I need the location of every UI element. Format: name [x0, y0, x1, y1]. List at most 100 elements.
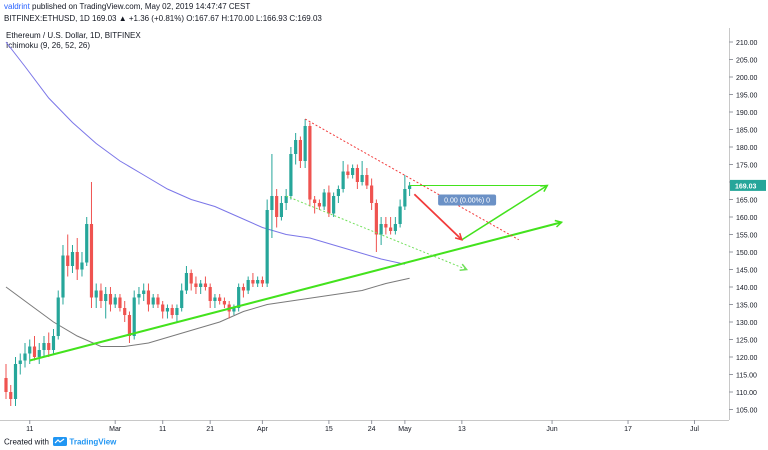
candle-body — [108, 294, 113, 305]
x-tick-label: 15 — [325, 426, 333, 433]
candle-body — [213, 297, 217, 301]
y-tick-label: 155.00 — [736, 233, 758, 240]
ichimoku-line-blue — [5, 41, 406, 265]
candle-body — [28, 346, 32, 354]
candle-body — [199, 283, 203, 287]
chart-header: valdrint published on TradingView.com, M… — [0, 0, 768, 28]
candle-body — [170, 308, 174, 315]
support-trendline[interactable] — [29, 221, 562, 362]
y-tick-label: 175.00 — [736, 163, 758, 170]
candle-body — [275, 196, 279, 217]
support-arrowhead — [554, 219, 564, 228]
candle-body — [32, 346, 37, 357]
x-tick-label: Mar — [109, 426, 122, 433]
measure-label: 0.00 (0.00%) 0 — [444, 198, 490, 205]
candle-body — [146, 290, 151, 305]
y-tick-label: 165.00 — [736, 198, 758, 205]
candle-body — [37, 350, 41, 357]
candle-body — [284, 196, 288, 203]
x-tick-label: 21 — [206, 426, 214, 433]
y-tick-label: 130.00 — [736, 320, 758, 327]
candle-body — [341, 171, 345, 189]
created-with-label: Created with — [4, 437, 49, 447]
candle-body — [294, 140, 298, 154]
publish-text: published on TradingView.com, May 02, 20… — [32, 2, 251, 11]
candle-body — [51, 336, 56, 350]
candle-body — [184, 273, 189, 291]
candle-body — [332, 196, 336, 214]
x-tick-label: 24 — [368, 426, 376, 433]
candle-body — [256, 280, 260, 284]
candle-body — [70, 252, 75, 266]
projection-arrow-up[interactable] — [461, 184, 548, 241]
candle-body — [393, 224, 397, 231]
y-tick-label: 120.00 — [736, 355, 758, 362]
candle-body — [408, 185, 412, 189]
channel-trendline[interactable] — [285, 195, 467, 270]
candle-body — [389, 227, 393, 231]
candle-body — [336, 189, 340, 196]
candle-body — [47, 343, 51, 350]
candle-body — [66, 255, 70, 266]
indicator-legend: Ichimoku (9, 26, 52, 26) — [6, 41, 90, 50]
y-tick-label: 180.00 — [736, 145, 758, 152]
candle-body — [118, 297, 122, 308]
measure-label-box[interactable] — [438, 194, 497, 206]
y-tick-label: 105.00 — [736, 408, 758, 415]
ichimoku-line-gray — [5, 277, 410, 347]
candle-body — [113, 297, 117, 305]
candle-body — [317, 203, 321, 207]
candle-body — [61, 255, 65, 298]
x-tick-label: 13 — [458, 426, 466, 433]
y-tick-label: 160.00 — [736, 215, 758, 222]
candle-body — [56, 297, 60, 336]
candle-body — [104, 294, 108, 301]
y-tick-label: 210.00 — [736, 40, 758, 47]
candle-body — [237, 287, 241, 308]
last-price-label: 169.03 — [735, 183, 757, 190]
x-tick-label: Jul — [690, 426, 699, 433]
candle-body — [398, 206, 402, 224]
candle-body — [161, 304, 165, 312]
candle-body — [298, 140, 302, 161]
candle-body — [142, 290, 146, 294]
y-tick-label: 110.00 — [736, 390, 757, 397]
candle-body — [156, 297, 160, 305]
projection-arrow-down[interactable] — [413, 193, 463, 241]
price-chart[interactable]: 105.00 110.00 115.00 120.00 125.00 130.00 135.… — [0, 28, 768, 434]
y-tick-label: 200.00 — [736, 75, 758, 82]
y-tick-label: 115.00 — [736, 373, 757, 380]
candle-body — [241, 287, 246, 291]
candle-body — [251, 280, 255, 284]
candle-body — [260, 280, 265, 284]
candle-body — [232, 308, 236, 312]
y-tick-label: 150.00 — [736, 250, 758, 257]
x-tick-label: 11 — [26, 426, 33, 433]
candle-body — [13, 364, 18, 399]
candle-body — [89, 224, 94, 298]
y-tick-label: 145.00 — [736, 268, 758, 275]
candle-body — [80, 262, 84, 270]
author-link[interactable]: valdrint — [4, 2, 30, 11]
candle-body — [42, 343, 46, 350]
candle-body — [165, 308, 170, 312]
candle-body — [360, 175, 364, 182]
candle-body — [75, 252, 79, 270]
candle-body — [327, 192, 331, 214]
tradingview-brand[interactable]: TradingView — [69, 437, 117, 447]
candle-body — [308, 126, 312, 200]
chart-footer: Created with TradingView — [0, 434, 768, 450]
resistance-trendline[interactable] — [304, 118, 520, 241]
candle-body — [137, 294, 141, 298]
plot-area[interactable] — [0, 28, 729, 420]
candle-body — [370, 185, 374, 203]
candle-body — [346, 171, 350, 175]
y-tick-label: 140.00 — [736, 285, 758, 292]
candle-body — [365, 175, 369, 186]
channel-arrowhead — [459, 263, 469, 272]
candle-body — [322, 192, 326, 207]
candle-body — [23, 353, 27, 361]
publish-info: valdrint published on TradingView.com, M… — [4, 2, 250, 11]
candle-body — [18, 360, 22, 364]
x-tick-label: 17 — [624, 426, 632, 433]
